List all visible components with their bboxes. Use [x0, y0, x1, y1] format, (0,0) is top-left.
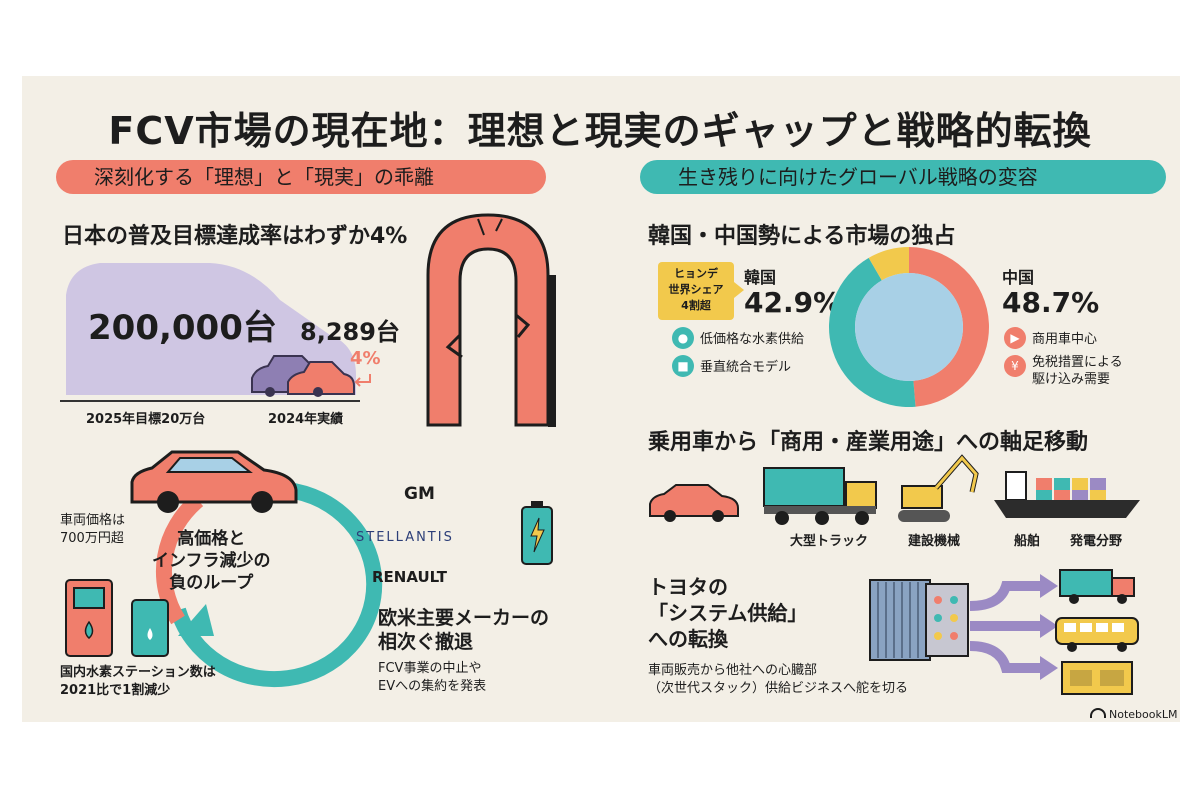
shift-heading: 乗用車から「商用・産業用途」への軸足移動 [648, 430, 1089, 455]
korea-label: 韓国 [744, 268, 777, 287]
page-title: FCV市場の現在地：理想と現実のギャップと戦略的転換 [108, 109, 1092, 153]
red-car-icon [130, 450, 298, 513]
fuel-station-icon: ■ [672, 355, 694, 377]
price-note: 車両価格は 700万円超 [60, 513, 126, 546]
broken-arch-icon [426, 213, 556, 427]
donut-center [855, 273, 963, 381]
renault-logo: RENAULT [372, 568, 447, 586]
hydrogen-pump-icon [65, 579, 169, 657]
truck-icon: ▶ [1004, 327, 1026, 349]
market-share-donut-chart [828, 247, 990, 407]
percent-value: 4% [350, 348, 381, 369]
dump-truck-icon [763, 467, 877, 525]
china-value: 48.7% [1002, 286, 1100, 319]
truck-label: 大型トラック [790, 534, 869, 549]
footer-text: NotebookLM [1109, 708, 1178, 721]
cargo-ship-icon [994, 471, 1140, 518]
actual-caption: 2024年実績 [268, 412, 344, 427]
goal-value: 200,000台 [88, 308, 277, 348]
toyota-desc: 車両販売から他社への心臓部 （次世代スタック）供給ビジネスへ舵を切る [648, 663, 909, 696]
battery-icon [521, 501, 553, 565]
stellantis-logo: STELLANTIS [356, 530, 454, 545]
toyota-heading: トヨタの 「システム供給」 への転換 [648, 575, 808, 651]
donut-slice-2 [868, 247, 909, 281]
korea-point-2: 垂直統合モデル [700, 360, 792, 375]
negative-loop-icon [155, 482, 383, 688]
water-drop-icon: ● [672, 327, 694, 349]
tag-pointer [734, 282, 744, 298]
tax-exemption-icon: ¥ [1004, 355, 1026, 377]
goal-caption: 2025年目標20万台 [86, 412, 206, 427]
hyundai-tag-text: ヒョンデ 世界シェア 4割超 [668, 267, 724, 312]
makers-heading: 欧米主要メーカーの 相次ぐ撤退 [378, 607, 550, 653]
donut-slice-0 [909, 247, 990, 407]
donut-slice-1 [828, 257, 916, 407]
arrow-down-left-icon [354, 374, 371, 387]
small-cars-icon [251, 355, 355, 397]
korea-value: 42.9% [744, 286, 842, 319]
china-point-1: 商用車中心 [1032, 332, 1098, 347]
excavator-icon [898, 454, 979, 522]
left-section-banner: 深刻化する「理想」と「現実」の乖離 [56, 160, 546, 194]
supply-arrows-icon [969, 574, 1058, 680]
share-heading: 韓国・中国勢による市場の独占 [648, 224, 956, 249]
right-section-banner: 生き残りに向けたグローバル戦略の変容 [640, 160, 1166, 194]
baseline-divider [60, 400, 360, 402]
actual-value: 8,289台 [300, 318, 400, 346]
ship-label: 船舶 [1014, 534, 1041, 549]
power-label: 発電分野 [1070, 534, 1123, 549]
china-label: 中国 [1002, 268, 1035, 287]
target-heading: 日本の普及目標達成率はわずか4% [62, 224, 408, 249]
china-point-2: 免税措置による 駆け込み需要 [1032, 355, 1123, 387]
delivery-truck-icon [1059, 569, 1135, 604]
fuel-cell-stack-icon [869, 579, 969, 661]
station-note: 国内水素ステーション数は 2021比で1割減少 [60, 665, 216, 698]
bus-icon [1055, 617, 1139, 652]
loop-center-text: 高価格と インフラ減少の 負のループ [152, 529, 271, 593]
makers-desc: FCV事業の中止や EVへの集約を発表 [378, 661, 487, 694]
generator-icon [1061, 661, 1133, 695]
construction-label: 建設機械 [908, 534, 961, 549]
korea-point-1: 低価格な水素供給 [700, 332, 805, 347]
passenger-car-icon [649, 484, 739, 522]
notebooklm-logo-icon [1090, 708, 1106, 718]
hyundai-tag: ヒョンデ 世界シェア 4割超 [658, 262, 734, 320]
gm-logo: GM [404, 484, 435, 504]
footer-brand: NotebookLM [1090, 708, 1177, 721]
